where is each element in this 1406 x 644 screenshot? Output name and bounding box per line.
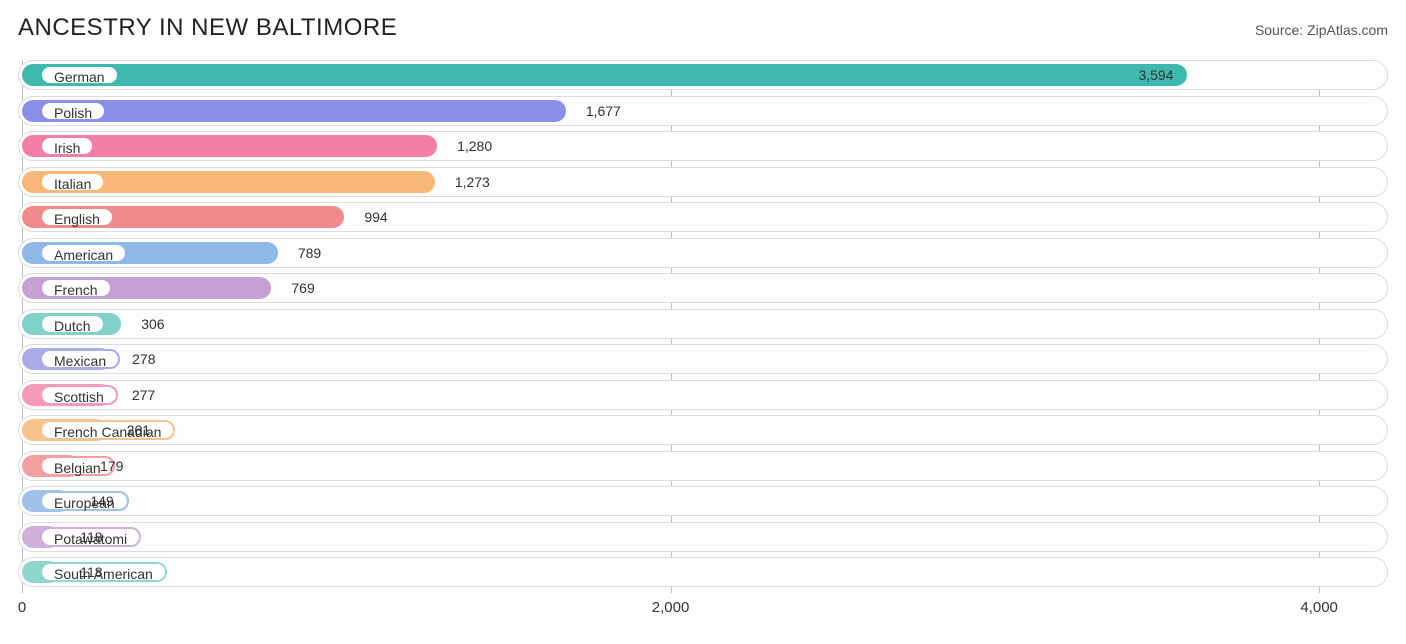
bar-row: German 3,594 bbox=[18, 60, 1388, 90]
bar-track bbox=[18, 486, 1388, 516]
bar-row: Mexican 278 bbox=[18, 344, 1388, 374]
bar-value: 278 bbox=[132, 344, 155, 374]
bar-row: Irish 1,280 bbox=[18, 131, 1388, 161]
bar-label-pill: English bbox=[40, 207, 114, 227]
bar-label-pill: Dutch bbox=[40, 314, 105, 334]
chart-container: ANCESTRY IN NEW BALTIMORE Source: ZipAtl… bbox=[0, 0, 1406, 644]
bar-value: 118 bbox=[80, 557, 102, 587]
bar-list: German 3,594 Polish 1,677 Irish 1,280 Italian 1… bbox=[18, 60, 1388, 587]
bar-value: 306 bbox=[141, 309, 164, 339]
bar-row: Dutch 306 bbox=[18, 309, 1388, 339]
bar-row: French Canadian261 bbox=[18, 415, 1388, 445]
chart-source: Source: ZipAtlas.com bbox=[1255, 22, 1388, 38]
chart-title: ANCESTRY IN NEW BALTIMORE bbox=[18, 14, 397, 42]
bar-track bbox=[18, 522, 1388, 552]
bar-value: 1,273 bbox=[455, 167, 490, 197]
bar-row: English 994 bbox=[18, 202, 1388, 232]
bar-row: Potawatomi118 bbox=[18, 522, 1388, 552]
bar-label-pill: Polish bbox=[40, 101, 106, 121]
header: ANCESTRY IN NEW BALTIMORE Source: ZipAtl… bbox=[18, 14, 1388, 42]
bar-label-pill: American bbox=[40, 243, 127, 263]
x-axis: 0 2,000 4,000 bbox=[18, 593, 1388, 621]
bar-row: Belgian179 bbox=[18, 451, 1388, 481]
bar-label-pill: Scottish bbox=[40, 385, 118, 405]
bar-track bbox=[18, 344, 1388, 374]
x-tick-label: 4,000 bbox=[1300, 599, 1338, 616]
bar-track bbox=[18, 415, 1388, 445]
bar-row: Polish 1,677 bbox=[18, 96, 1388, 126]
bar-fill bbox=[22, 64, 1187, 86]
bar-value: 3,594 bbox=[1138, 60, 1173, 90]
bar-value: 1,677 bbox=[586, 96, 621, 126]
bar-label-pill: French Canadian bbox=[40, 420, 175, 440]
bar-value: 149 bbox=[90, 486, 113, 516]
bar-value: 994 bbox=[364, 202, 387, 232]
bar-row: American 789 bbox=[18, 238, 1388, 268]
bar-label-pill: Mexican bbox=[40, 349, 120, 369]
bar-label-pill: German bbox=[40, 65, 119, 85]
bar-value: 277 bbox=[132, 380, 155, 410]
bar-track bbox=[18, 557, 1388, 587]
bar-label-pill: Italian bbox=[40, 172, 105, 192]
bar-value: 1,280 bbox=[457, 131, 492, 161]
bar-track bbox=[18, 451, 1388, 481]
bar-label-pill: French bbox=[40, 278, 112, 298]
x-tick-label: 2,000 bbox=[652, 599, 690, 616]
bar-value: 789 bbox=[298, 238, 321, 268]
bar-track bbox=[18, 380, 1388, 410]
plot-area: German 3,594 Polish 1,677 Irish 1,280 Italian 1… bbox=[18, 60, 1388, 621]
bar-row: Italian 1,273 bbox=[18, 167, 1388, 197]
bar-value: 261 bbox=[127, 415, 150, 445]
bar-row: South American118 bbox=[18, 557, 1388, 587]
bar-label-pill: Irish bbox=[40, 136, 94, 156]
bar-track bbox=[18, 309, 1388, 339]
bar-value: 118 bbox=[80, 522, 102, 552]
bar-row: Scottish 277 bbox=[18, 380, 1388, 410]
bar-row: French 769 bbox=[18, 273, 1388, 303]
x-tick-label: 0 bbox=[18, 599, 26, 616]
bar-label-pill: South American bbox=[40, 562, 167, 582]
bar-label-pill: European bbox=[40, 491, 129, 511]
bar-row: European149 bbox=[18, 486, 1388, 516]
bar-value: 179 bbox=[100, 451, 123, 481]
bar-value: 769 bbox=[291, 273, 314, 303]
